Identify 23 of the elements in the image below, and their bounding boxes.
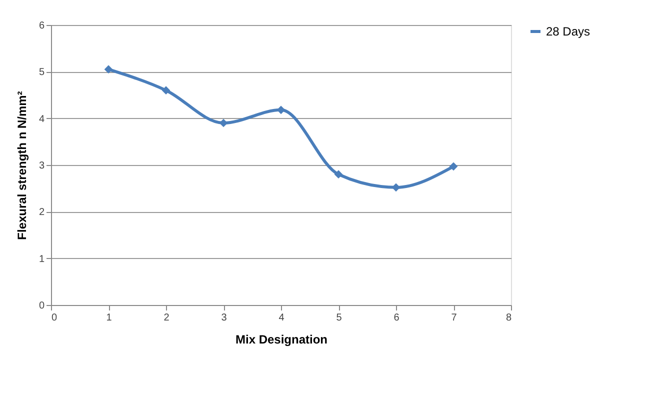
y-tick-label: 3 [38,160,45,172]
x-tick-label: 3 [221,312,228,324]
y-tick-label: 6 [38,20,45,32]
y-tick-label: 4 [38,114,45,125]
y-axis-title: Flexural strength n N/mm² [14,91,29,240]
x-tick-label: 5 [336,312,342,324]
x-tick-label: 4 [278,312,285,324]
point [162,86,170,95]
y-tick-label: 1 [38,254,45,265]
legend-label: 28 Days [546,24,590,38]
x-tick-label: 8 [506,312,512,324]
y-tick-label: 5 [38,67,45,78]
x-tick-label: 1 [106,312,112,324]
x-tick-label: 6 [394,312,400,324]
point [104,65,113,74]
point [334,170,343,179]
x-tick-label: 7 [451,312,458,324]
x-tick-label: 2 [164,312,170,324]
y-tick-label: 2 [38,207,45,218]
point [449,162,458,171]
x-axis-title: Mix Designation [235,332,328,346]
y-tick-label: 0 [38,300,45,312]
x-tick-label: 0 [52,312,58,324]
